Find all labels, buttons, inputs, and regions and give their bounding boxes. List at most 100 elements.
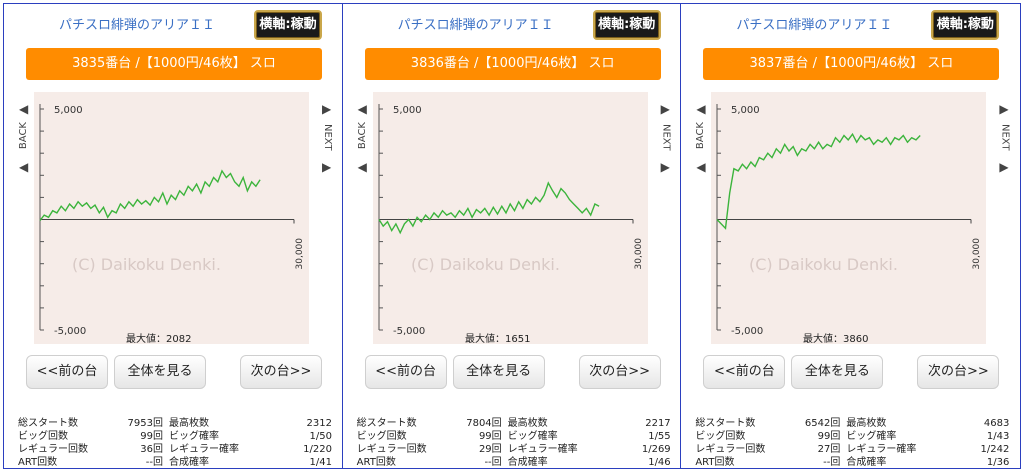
next-arrow-down-icon[interactable]: ▶ [322, 160, 332, 174]
back-arrow-up-icon[interactable]: ◀ [696, 102, 706, 116]
machine-number-bar[interactable]: 3837番台 /【1000円/46枚】 スロ [703, 48, 1000, 80]
art-value: --回 [484, 457, 502, 468]
machine-panel: パチスロ緋弾のアリアＩＩ 横軸:稼動 3837番台 /【1000円/46枚】 ス… [681, 4, 1021, 469]
table-row: 総スタート数 6542回 最高枚数 4683 [695, 417, 1017, 430]
machine-number-bar[interactable]: 3835番台 /【1000円/46枚】 スロ [26, 48, 322, 80]
table-row: レギュラー回数 36回 レギュラー確率 1/220 [18, 443, 340, 456]
machine-panel: パチスロ緋弾のアリアＩＩ 横軸:稼動 3835番台 /【1000円/46枚】 ス… [4, 4, 343, 468]
combined-label: 合成確率 [169, 457, 209, 468]
max-value-label: 最大値：3860 [803, 332, 868, 344]
big-label: ビッグ回数 [356, 431, 407, 442]
total-start-label: 総スタート数 [695, 418, 756, 429]
big-value: 99回 [140, 431, 163, 442]
back-label[interactable]: BACK [356, 122, 368, 150]
next-label[interactable]: NEXT [999, 124, 1011, 151]
combined-value: 1/41 [309, 457, 332, 468]
reg-rate-label: レギュラー確率 [169, 444, 239, 455]
table-row: ART回数 --回 合成確率 1/46 [357, 456, 679, 469]
max-value-label: 最大値：2082 [126, 332, 191, 344]
total-start-value: 7804回 [466, 418, 502, 429]
next-machine-button[interactable]: 次の台>> [917, 355, 1000, 389]
x-axis-label: 30,000 [295, 238, 305, 270]
big-rate-value: 1/50 [309, 431, 332, 442]
y-top-label: 5,000 [393, 105, 422, 116]
combined-value: 1/46 [648, 457, 671, 468]
total-start-value: 7953回 [127, 418, 163, 429]
big-label: ビッグ回数 [695, 431, 746, 442]
big-value: 99回 [478, 431, 502, 442]
next-label[interactable]: NEXT [322, 124, 333, 151]
back-label[interactable]: BACK [695, 122, 707, 150]
back-arrow-down-icon[interactable]: ◀ [357, 160, 367, 174]
table-row: ART回数 --回 合成確率 1/41 [18, 456, 340, 469]
back-arrow-up-icon[interactable]: ◀ [357, 102, 367, 116]
max-coins-value: 2217 [645, 418, 671, 429]
stats-table: 総スタート数 7804回 最高枚数 2217 ビッグ回数 99回 ビッグ確率 1… [357, 417, 679, 469]
table-row: 総スタート数 7953回 最高枚数 2312 [18, 417, 340, 430]
reg-rate-value: 1/220 [303, 444, 332, 455]
max-coins-value: 2312 [306, 418, 332, 429]
axis-mode-button[interactable]: 横軸:稼動 [931, 10, 1000, 40]
reg-label: レギュラー回数 [18, 444, 88, 455]
reg-value: 36回 [140, 444, 163, 455]
total-start-label: 総スタート数 [18, 418, 78, 429]
prev-machine-button[interactable]: <<前の台 [26, 355, 108, 389]
next-arrow-down-icon[interactable]: ▶ [999, 160, 1009, 174]
view-all-button[interactable]: 全体を見る [114, 355, 206, 389]
next-arrow-up-icon[interactable]: ▶ [660, 102, 670, 116]
max-coins-label: 最高枚数 [846, 418, 887, 429]
machine-title: パチスロ緋弾のアリアＩＩ [59, 18, 216, 33]
back-arrow-up-icon[interactable]: ◀ [19, 102, 29, 116]
max-coins-label: 最高枚数 [507, 418, 548, 429]
art-label: ART回数 [18, 457, 58, 468]
axis-mode-button[interactable]: 横軸:稼動 [592, 10, 661, 40]
back-arrow-down-icon[interactable]: ◀ [19, 160, 29, 174]
back-label[interactable]: BACK [18, 122, 29, 150]
view-all-button[interactable]: 全体を見る [791, 355, 884, 389]
next-label[interactable]: NEXT [660, 124, 672, 151]
next-machine-button[interactable]: 次の台>> [240, 355, 322, 389]
machine-number-bar[interactable]: 3836番台 /【1000円/46枚】 スロ [364, 48, 661, 80]
combined-label: 合成確率 [846, 457, 887, 468]
next-arrow-up-icon[interactable]: ▶ [322, 102, 332, 116]
view-all-button[interactable]: 全体を見る [452, 355, 545, 389]
reg-rate-value: 1/242 [980, 444, 1010, 455]
y-top-label: 5,000 [731, 105, 760, 116]
big-rate-label: ビッグ確率 [846, 431, 897, 442]
big-label: ビッグ回数 [18, 431, 68, 442]
total-start-label: 総スタート数 [356, 418, 417, 429]
reg-rate-value: 1/269 [641, 444, 671, 455]
slump-graph: 5,000 -5,000 30,000 (C) Daikoku Denki. 最大値：2… [34, 92, 309, 344]
slump-graph-svg: 5,000 -5,000 30,000 (C) Daikoku Denki. 最大値：3… [716, 104, 982, 344]
x-axis-label: 30,000 [634, 238, 644, 270]
back-arrow-down-icon[interactable]: ◀ [696, 160, 706, 174]
reg-value: 27回 [817, 444, 841, 455]
table-row: 総スタート数 7804回 最高枚数 2217 [357, 417, 679, 430]
watermark: (C) Daikoku Denki. [411, 255, 560, 274]
next-arrow-down-icon[interactable]: ▶ [660, 160, 670, 174]
table-row: レギュラー回数 27回 レギュラー確率 1/242 [695, 443, 1017, 456]
machine-panel: パチスロ緋弾のアリアＩＩ 横軸:稼動 3836番台 /【1000円/46枚】 ス… [342, 4, 682, 469]
big-rate-label: ビッグ確率 [169, 431, 219, 442]
combined-label: 合成確率 [507, 457, 548, 468]
y-top-label: 5,000 [54, 105, 83, 116]
prev-machine-button[interactable]: <<前の台 [703, 355, 786, 389]
prev-machine-button[interactable]: <<前の台 [364, 355, 447, 389]
watermark: (C) Daikoku Denki. [72, 255, 221, 274]
axis-mode-button[interactable]: 横軸:稼動 [254, 10, 322, 40]
next-machine-button[interactable]: 次の台>> [578, 355, 661, 389]
watermark: (C) Daikoku Denki. [749, 255, 898, 274]
big-rate-value: 1/55 [648, 431, 671, 442]
next-arrow-up-icon[interactable]: ▶ [999, 102, 1009, 116]
big-rate-label: ビッグ確率 [507, 431, 558, 442]
table-row: ART回数 --回 合成確率 1/36 [695, 456, 1017, 469]
series-line [39, 169, 261, 222]
y-bottom-label: -5,000 [54, 326, 86, 337]
reg-rate-label: レギュラー確率 [507, 444, 578, 455]
table-row: レギュラー回数 29回 レギュラー確率 1/269 [357, 443, 679, 456]
big-rate-value: 1/43 [986, 431, 1010, 442]
art-value: --回 [145, 457, 163, 468]
art-label: ART回数 [695, 457, 735, 468]
reg-value: 29回 [478, 444, 502, 455]
max-value-label: 最大値：1651 [465, 332, 530, 344]
